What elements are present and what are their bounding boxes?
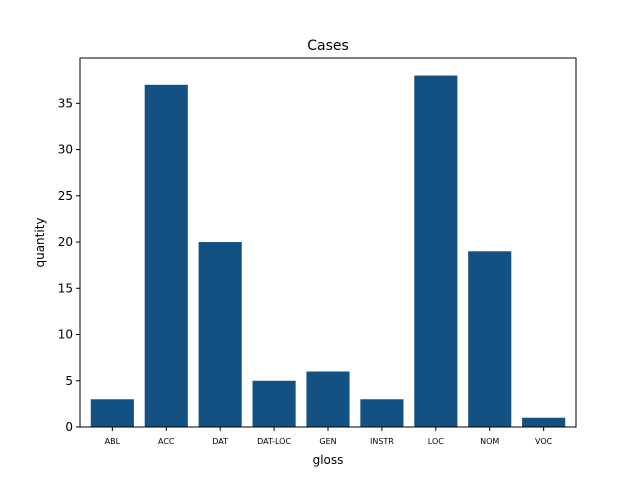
plot-frame — [79, 57, 577, 428]
y-tick-label: 5 — [65, 374, 73, 388]
chart-title: Cases — [307, 38, 349, 54]
bar-dat-loc — [252, 380, 296, 427]
x-tick-label: ACC — [158, 437, 175, 446]
y-tick-label: 0 — [65, 420, 73, 434]
bar-voc — [522, 417, 566, 427]
bar-dat — [198, 242, 242, 427]
x-tick-label: DAT — [212, 437, 228, 446]
x-axis-ticks: ABL ACC DAT DAT-LOC GEN INSTR LOC NOM VOC — [105, 427, 553, 446]
y-tick-label: 20 — [58, 235, 73, 249]
bars-layer — [90, 75, 566, 427]
y-tick-label: 25 — [58, 189, 73, 203]
y-tick-label: 10 — [58, 328, 73, 342]
x-tick-label: NOM — [480, 437, 499, 446]
x-tick-label: DAT-LOC — [257, 437, 291, 446]
x-tick-label: GEN — [319, 437, 336, 446]
x-tick-label: ABL — [105, 437, 121, 446]
x-tick-label: VOC — [535, 437, 553, 446]
bar-gen — [306, 371, 350, 427]
x-axis-label: gloss — [313, 453, 344, 467]
bar-loc — [414, 75, 458, 427]
x-tick-label: LOC — [428, 437, 444, 446]
y-axis-label: quantity — [33, 217, 47, 267]
y-axis-ticks: 0 5 10 15 20 25 30 35 — [58, 96, 80, 434]
bar-instr — [360, 399, 404, 427]
x-tick-label: INSTR — [370, 437, 394, 446]
y-tick-label: 15 — [58, 281, 73, 295]
bar-abl — [90, 399, 134, 427]
bar-nom — [468, 251, 512, 427]
y-tick-label: 35 — [58, 96, 73, 110]
y-tick-label: 30 — [58, 143, 73, 157]
bar-acc — [144, 84, 188, 427]
